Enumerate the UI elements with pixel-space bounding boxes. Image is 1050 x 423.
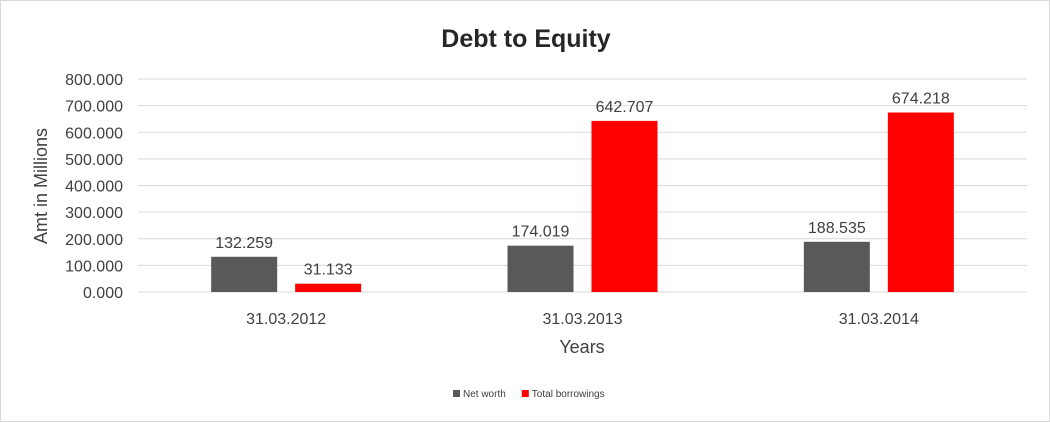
x-tick-label: 31.03.2014	[839, 311, 919, 328]
gridlines	[138, 78, 1027, 293]
data-label: 642.707	[596, 99, 654, 116]
legend-label: Net worth	[463, 389, 506, 400]
x-axis-ticks: 31.03.2012 31.03.2013 31.03.2014	[246, 311, 919, 328]
y-tick-label: 200.000	[65, 232, 123, 249]
x-tick-label: 31.03.2012	[246, 311, 326, 328]
y-tick-label: 400.000	[65, 179, 123, 196]
y-tick-label: 600.000	[65, 125, 123, 142]
y-tick-label: 800.000	[65, 72, 123, 89]
bar-net-worth	[507, 245, 574, 292]
data-label: 31.133	[304, 262, 353, 279]
bar-total-borrowings	[887, 112, 954, 292]
data-label: 132.259	[215, 235, 273, 252]
x-axis-title: Years	[559, 337, 604, 357]
bars	[211, 112, 954, 292]
legend-swatch	[521, 390, 529, 397]
data-label: 174.019	[512, 224, 570, 241]
bar-total-borrowings	[295, 283, 362, 292]
bar-net-worth	[803, 241, 870, 292]
y-tick-label: 300.000	[65, 205, 123, 222]
y-tick-label: 0.000	[83, 285, 123, 302]
data-label: 674.218	[892, 90, 950, 107]
legend-swatch	[453, 390, 460, 397]
y-axis-title: Amt in Millions	[31, 128, 51, 244]
x-tick-label: 31.03.2013	[542, 311, 622, 328]
bar-total-borrowings	[591, 120, 658, 292]
bar-net-worth	[211, 256, 278, 292]
data-label: 188.535	[808, 220, 866, 237]
legend-label: Total borrowings	[532, 389, 605, 400]
data-labels: 132.259 31.133 174.019 642.707 188.535 674.21…	[215, 90, 950, 278]
y-tick-label: 700.000	[65, 99, 123, 116]
y-axis-ticks: 0.000 100.000 200.000 300.000 400.000 500.000…	[65, 72, 123, 302]
y-tick-label: 500.000	[65, 152, 123, 169]
y-tick-label: 100.000	[65, 258, 123, 275]
legend: Net worth Total borrowings	[453, 389, 605, 400]
chart-title: Debt to Equity	[441, 25, 611, 53]
